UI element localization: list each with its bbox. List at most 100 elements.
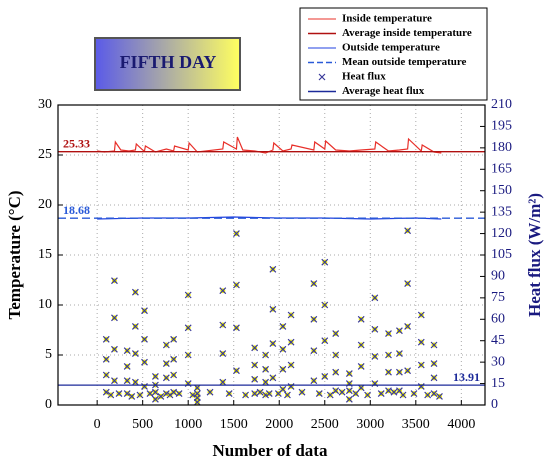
marker-cross: [131, 288, 139, 296]
marker-cross: [225, 390, 233, 397]
marker-cross: [352, 390, 360, 397]
heat-flux-point: [417, 383, 425, 390]
marker-cross: [357, 363, 365, 370]
heat-flux-point: [385, 387, 392, 395]
heat-flux-point: [326, 391, 334, 399]
marker-cross: [430, 341, 438, 349]
marker-cross: [128, 393, 136, 400]
marker-cross: [184, 324, 192, 332]
heat-flux-point: [287, 311, 295, 319]
series-line: [97, 136, 442, 154]
marker-cross: [417, 338, 425, 346]
marker-cross: [269, 340, 277, 347]
marker-cross: [279, 365, 287, 373]
heat-flux-point: [395, 350, 403, 357]
heat-flux-point: [102, 371, 110, 379]
heat-flux-point: [332, 387, 340, 395]
heat-flux-point: [123, 390, 131, 397]
heat-flux-point: [274, 390, 282, 397]
heat-flux-point: [102, 355, 110, 363]
marker-cross: [141, 335, 148, 343]
marker-cross: [404, 323, 412, 330]
x-tick-label: 1000: [174, 417, 202, 432]
heat-flux-point: [345, 395, 353, 403]
heat-flux-point: [279, 345, 287, 353]
heat-flux-point: [404, 280, 412, 287]
marker-cross: [184, 291, 192, 299]
marker-cross: [287, 361, 295, 369]
marker-cross: [417, 361, 425, 369]
y-tick-label: 20: [38, 197, 52, 212]
marker-cross: [332, 368, 340, 376]
heat-flux-point: [141, 307, 148, 315]
y-axis-label: Temperature (°C): [5, 190, 24, 319]
marker-cross: [377, 390, 385, 397]
heat-flux-point: [262, 365, 270, 373]
x-tick-label: 2500: [311, 417, 339, 432]
heat-flux-point: [315, 390, 323, 397]
heat-flux-point: [310, 347, 318, 355]
marker-cross: [170, 355, 178, 363]
y2-axis-label: Heat flux (W/m²): [525, 193, 544, 317]
heat-flux-point: [233, 281, 240, 289]
heat-flux-point: [131, 350, 139, 357]
marker-cross: [206, 388, 214, 396]
heat-flux-point: [284, 391, 291, 399]
marker-cross: [265, 390, 273, 397]
marker-cross: [102, 388, 110, 396]
marker-cross: [287, 338, 295, 346]
marker-cross: [321, 258, 329, 266]
marker-cross: [219, 378, 227, 386]
x-tick-label: 3500: [402, 417, 430, 432]
heat-flux-point: [269, 305, 277, 313]
marker-cross: [430, 374, 438, 382]
marker-cross: [141, 358, 148, 366]
heat-flux-point: [371, 325, 379, 333]
marker-cross: [251, 375, 259, 383]
y-tick-label: 25: [38, 147, 52, 162]
marker-cross: [242, 391, 249, 399]
heat-flux-point: [345, 370, 353, 377]
marker-cross: [193, 384, 201, 392]
heat-flux-point: [287, 361, 295, 369]
heat-flux-point: [251, 361, 259, 369]
marker-cross: [233, 367, 240, 375]
marker-cross: [151, 388, 159, 396]
marker-cross: [233, 281, 240, 289]
marker-cross: [131, 323, 139, 330]
marker-cross: [357, 384, 365, 392]
heat-flux-point: [251, 375, 259, 383]
heat-flux-point: [395, 368, 403, 376]
marker-cross: [385, 330, 392, 337]
heat-flux-point: [436, 393, 443, 400]
x-tick-label: 2000: [265, 417, 293, 432]
marker-cross: [410, 390, 418, 397]
marker-cross: [146, 390, 154, 397]
heat-flux-point: [128, 393, 136, 400]
heat-flux-point: [410, 390, 418, 397]
x-tick-label: 500: [132, 417, 153, 432]
marker-cross: [385, 387, 392, 395]
x-axis-label: Number of data: [213, 441, 328, 460]
marker-cross: [262, 365, 270, 373]
y2-tick-label: 210: [491, 97, 512, 112]
marker-cross: [436, 393, 443, 400]
legend-label: Heat flux: [342, 71, 386, 83]
heat-flux-point: [123, 377, 131, 385]
marker-cross: [430, 390, 438, 397]
heat-flux-point: [298, 388, 306, 396]
heat-flux-point: [332, 351, 340, 359]
marker-cross: [123, 390, 131, 397]
marker-cross: [404, 367, 412, 375]
heat-flux-point: [385, 368, 392, 376]
marker-cross: [262, 378, 270, 386]
legend-label: Outside temperature: [342, 42, 440, 54]
heat-flux-point: [251, 344, 259, 352]
marker-cross: [162, 341, 170, 349]
marker-cross: [102, 371, 110, 379]
heat-flux-point: [377, 390, 385, 397]
y2-tick-label: 30: [491, 354, 505, 369]
marker-cross: [170, 371, 178, 379]
heat-flux-point: [371, 294, 379, 302]
